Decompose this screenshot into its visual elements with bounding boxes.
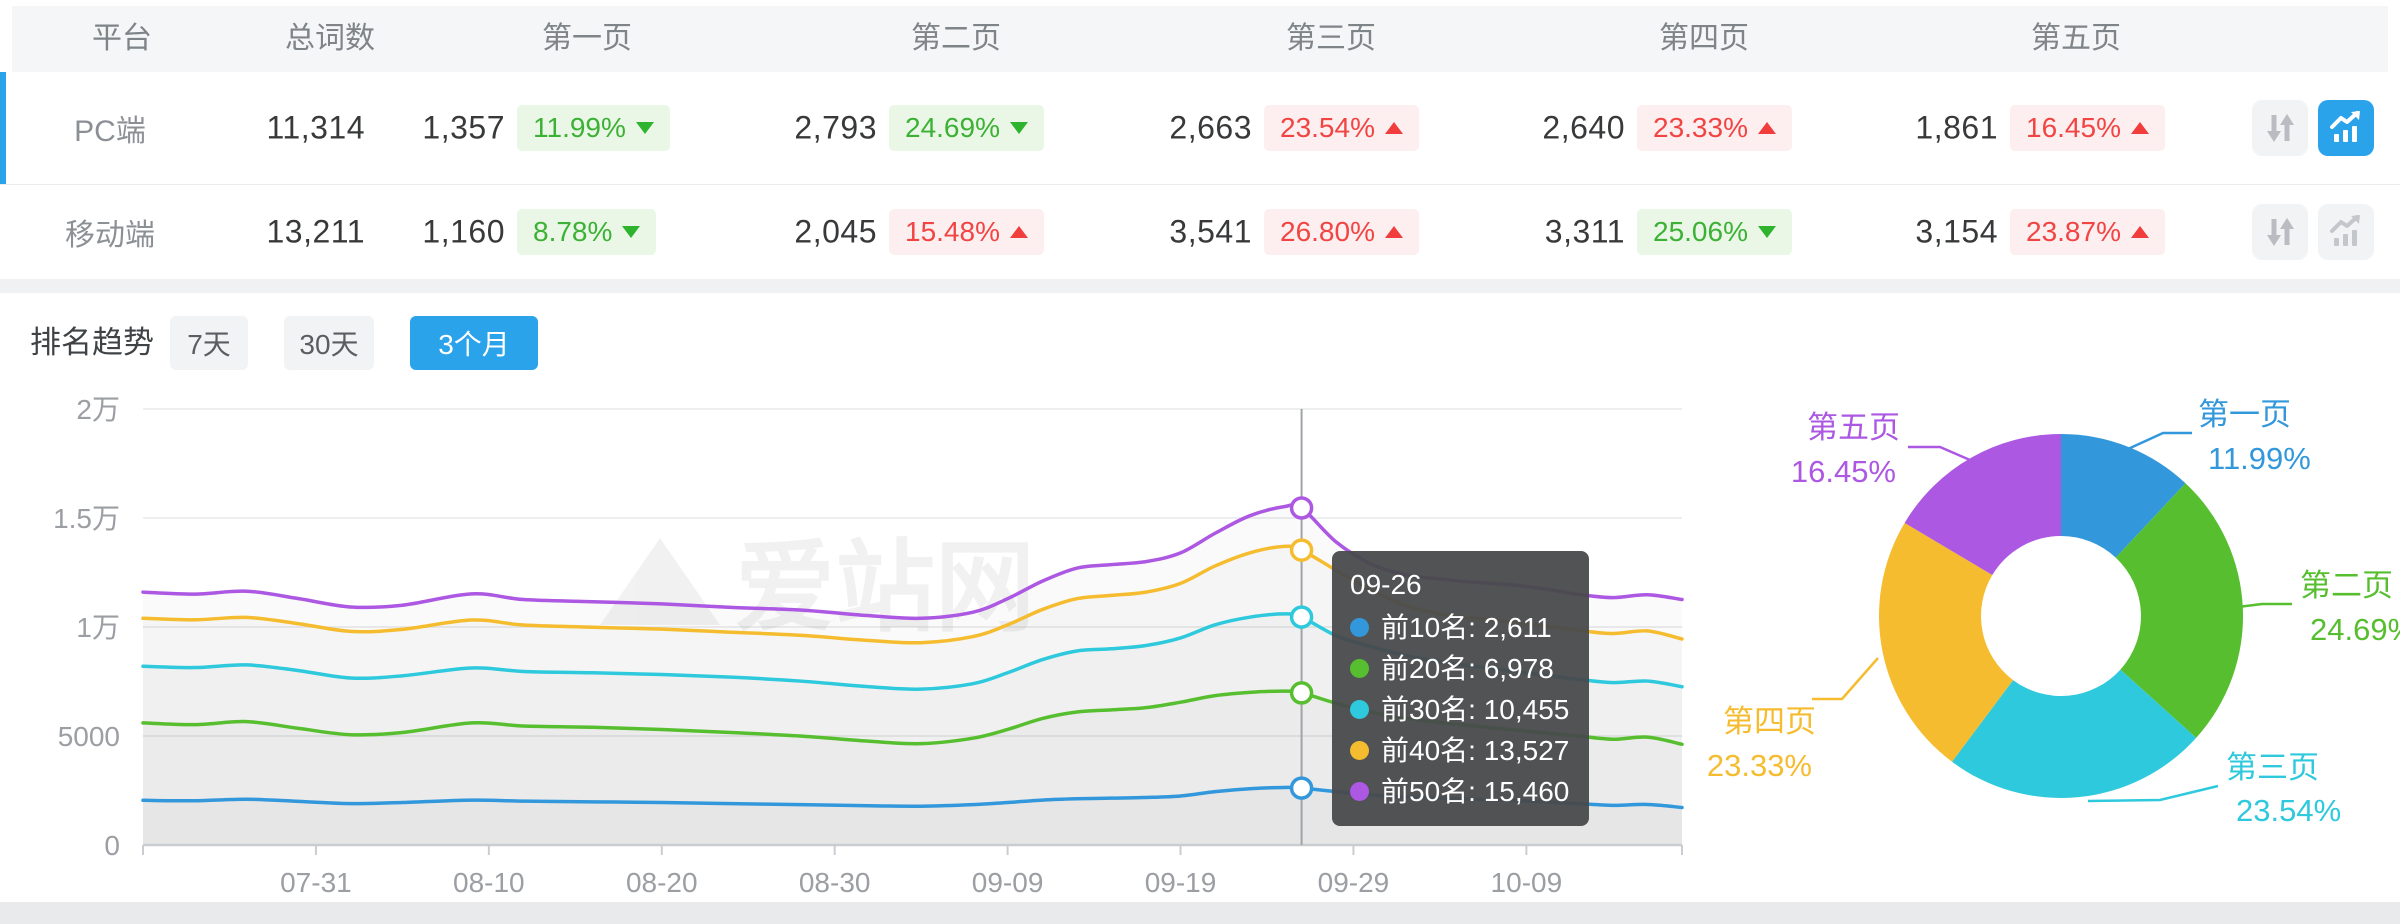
column-header-4: 第三页	[1286, 22, 1376, 55]
column-header-6: 第五页	[2031, 22, 2121, 55]
trend-down-icon	[1757, 226, 1776, 238]
page4-change-badge: 23.33%	[1637, 105, 1792, 151]
trend-up-icon	[1384, 122, 1403, 134]
section-divider	[0, 279, 2400, 293]
page5-count: 3,154	[1915, 213, 1998, 250]
tooltip-row-1: 前20名: 6,978	[1350, 648, 1569, 689]
column-header-0: 平台	[92, 22, 152, 55]
trend-tab-0[interactable]: 7天	[170, 316, 248, 370]
trend-down-icon	[635, 122, 654, 134]
trend-up-icon	[2130, 226, 2149, 238]
change-percent: 25.06%	[1653, 216, 1748, 247]
tooltip-series-value: 前50名: 15,460	[1381, 776, 1570, 807]
trend-chart-icon	[2330, 111, 2360, 142]
sort-button[interactable]	[2252, 204, 2308, 260]
show-trend-button[interactable]	[2318, 204, 2374, 260]
tooltip-row-2: 前30名: 10,455	[1350, 689, 1569, 730]
sort-arrows-icon	[2267, 114, 2294, 142]
change-percent: 23.54%	[1280, 112, 1375, 143]
series-dot-icon	[1350, 741, 1369, 760]
tooltip-series-value: 前20名: 6,978	[1381, 653, 1554, 684]
trend-down-icon	[622, 226, 641, 238]
trend-up-icon	[1384, 226, 1403, 238]
page3-count: 3,541	[1169, 213, 1252, 250]
page2-change-badge: 15.48%	[889, 209, 1044, 255]
tooltip-series-value: 前40名: 13,527	[1381, 735, 1570, 766]
series-dot-icon	[1350, 659, 1369, 678]
change-percent: 16.45%	[2026, 112, 2121, 143]
chart-tooltip: 09-26 前10名: 2,611 前20名: 6,978 前30名: 10,455…	[1332, 551, 1590, 826]
page2-count: 2,793	[794, 109, 877, 146]
change-percent: 8.78%	[533, 216, 613, 247]
column-header-2: 第一页	[542, 22, 632, 55]
tooltip-series-value: 前30名: 10,455	[1381, 694, 1570, 725]
page4-count: 3,311	[1544, 213, 1625, 250]
tooltip-row-4: 前50名: 15,460	[1350, 771, 1569, 812]
column-header-1: 总词数	[285, 22, 375, 55]
platform-label: PC端	[74, 115, 146, 148]
series-dot-icon	[1350, 618, 1369, 637]
page-background-strip	[0, 902, 2400, 924]
trend-tab-2[interactable]: 3个月	[410, 316, 538, 370]
change-percent: 11.99%	[533, 112, 626, 143]
tooltip-date: 09-26	[1350, 569, 1422, 600]
column-header-5: 第四页	[1659, 22, 1749, 55]
change-percent: 24.69%	[905, 112, 1000, 143]
column-header-3: 第二页	[911, 22, 1001, 55]
trend-down-icon	[1009, 122, 1028, 134]
table-row-pc[interactable]: PC端 11,314 1,357 11.99% 2,793 24.69% 2,663 23.5…	[0, 72, 2400, 184]
page5-change-badge: 16.45%	[2010, 105, 2165, 151]
page3-change-badge: 23.54%	[1264, 105, 1419, 151]
change-percent: 23.33%	[1653, 112, 1748, 143]
change-percent: 26.80%	[1280, 216, 1375, 247]
trend-title: 排名趋势	[30, 325, 154, 360]
page4-count: 2,640	[1542, 109, 1625, 146]
tooltip-row-3: 前40名: 13,527	[1350, 730, 1569, 771]
sort-button[interactable]	[2252, 100, 2308, 156]
tooltip-row-0: 前10名: 2,611	[1350, 607, 1569, 648]
tooltip-series-value: 前10名: 2,611	[1381, 612, 1552, 643]
page3-change-badge: 26.80%	[1264, 209, 1419, 255]
selected-row-indicator	[0, 72, 6, 184]
table-header-row: 平台 总词数 第一页 第二页 第三页 第四页 第五页	[12, 6, 2388, 72]
total-keywords-value: 13,211	[266, 213, 365, 250]
page4-change-badge: 25.06%	[1637, 209, 1792, 255]
show-trend-button[interactable]	[2318, 100, 2374, 156]
change-percent: 23.87%	[2026, 216, 2121, 247]
rank-summary-table: 平台 总词数 第一页 第二页 第三页 第四页 第五页 PC端 11,314 1,357 11.99…	[0, 0, 2400, 279]
series-dot-icon	[1350, 700, 1369, 719]
page1-count: 1,160	[422, 213, 505, 250]
page1-count: 1,357	[422, 109, 505, 146]
trend-chart-icon	[2330, 215, 2360, 246]
page2-change-badge: 24.69%	[889, 105, 1044, 151]
table-row-mobile[interactable]: 移动端 13,211 1,160 8.78% 2,045 15.48% 3,541 26.80…	[0, 184, 2400, 278]
page5-count: 1,861	[1915, 109, 1998, 146]
trend-tab-1[interactable]: 30天	[284, 316, 374, 370]
trend-up-icon	[1009, 226, 1028, 238]
page5-change-badge: 23.87%	[2010, 209, 2165, 255]
sort-arrows-icon	[2267, 218, 2294, 246]
rank-trend-panel: 排名趋势 7天 30天 3个月	[0, 293, 2400, 902]
trend-up-icon	[2130, 122, 2149, 134]
trend-up-icon	[1757, 122, 1776, 134]
total-keywords-value: 11,314	[266, 109, 365, 146]
series-dot-icon	[1350, 782, 1369, 801]
platform-label: 移动端	[65, 219, 155, 252]
page2-count: 2,045	[794, 213, 877, 250]
page1-change-badge: 11.99%	[517, 105, 670, 151]
page1-change-badge: 8.78%	[517, 209, 657, 255]
change-percent: 15.48%	[905, 216, 1000, 247]
page3-count: 2,663	[1169, 109, 1252, 146]
